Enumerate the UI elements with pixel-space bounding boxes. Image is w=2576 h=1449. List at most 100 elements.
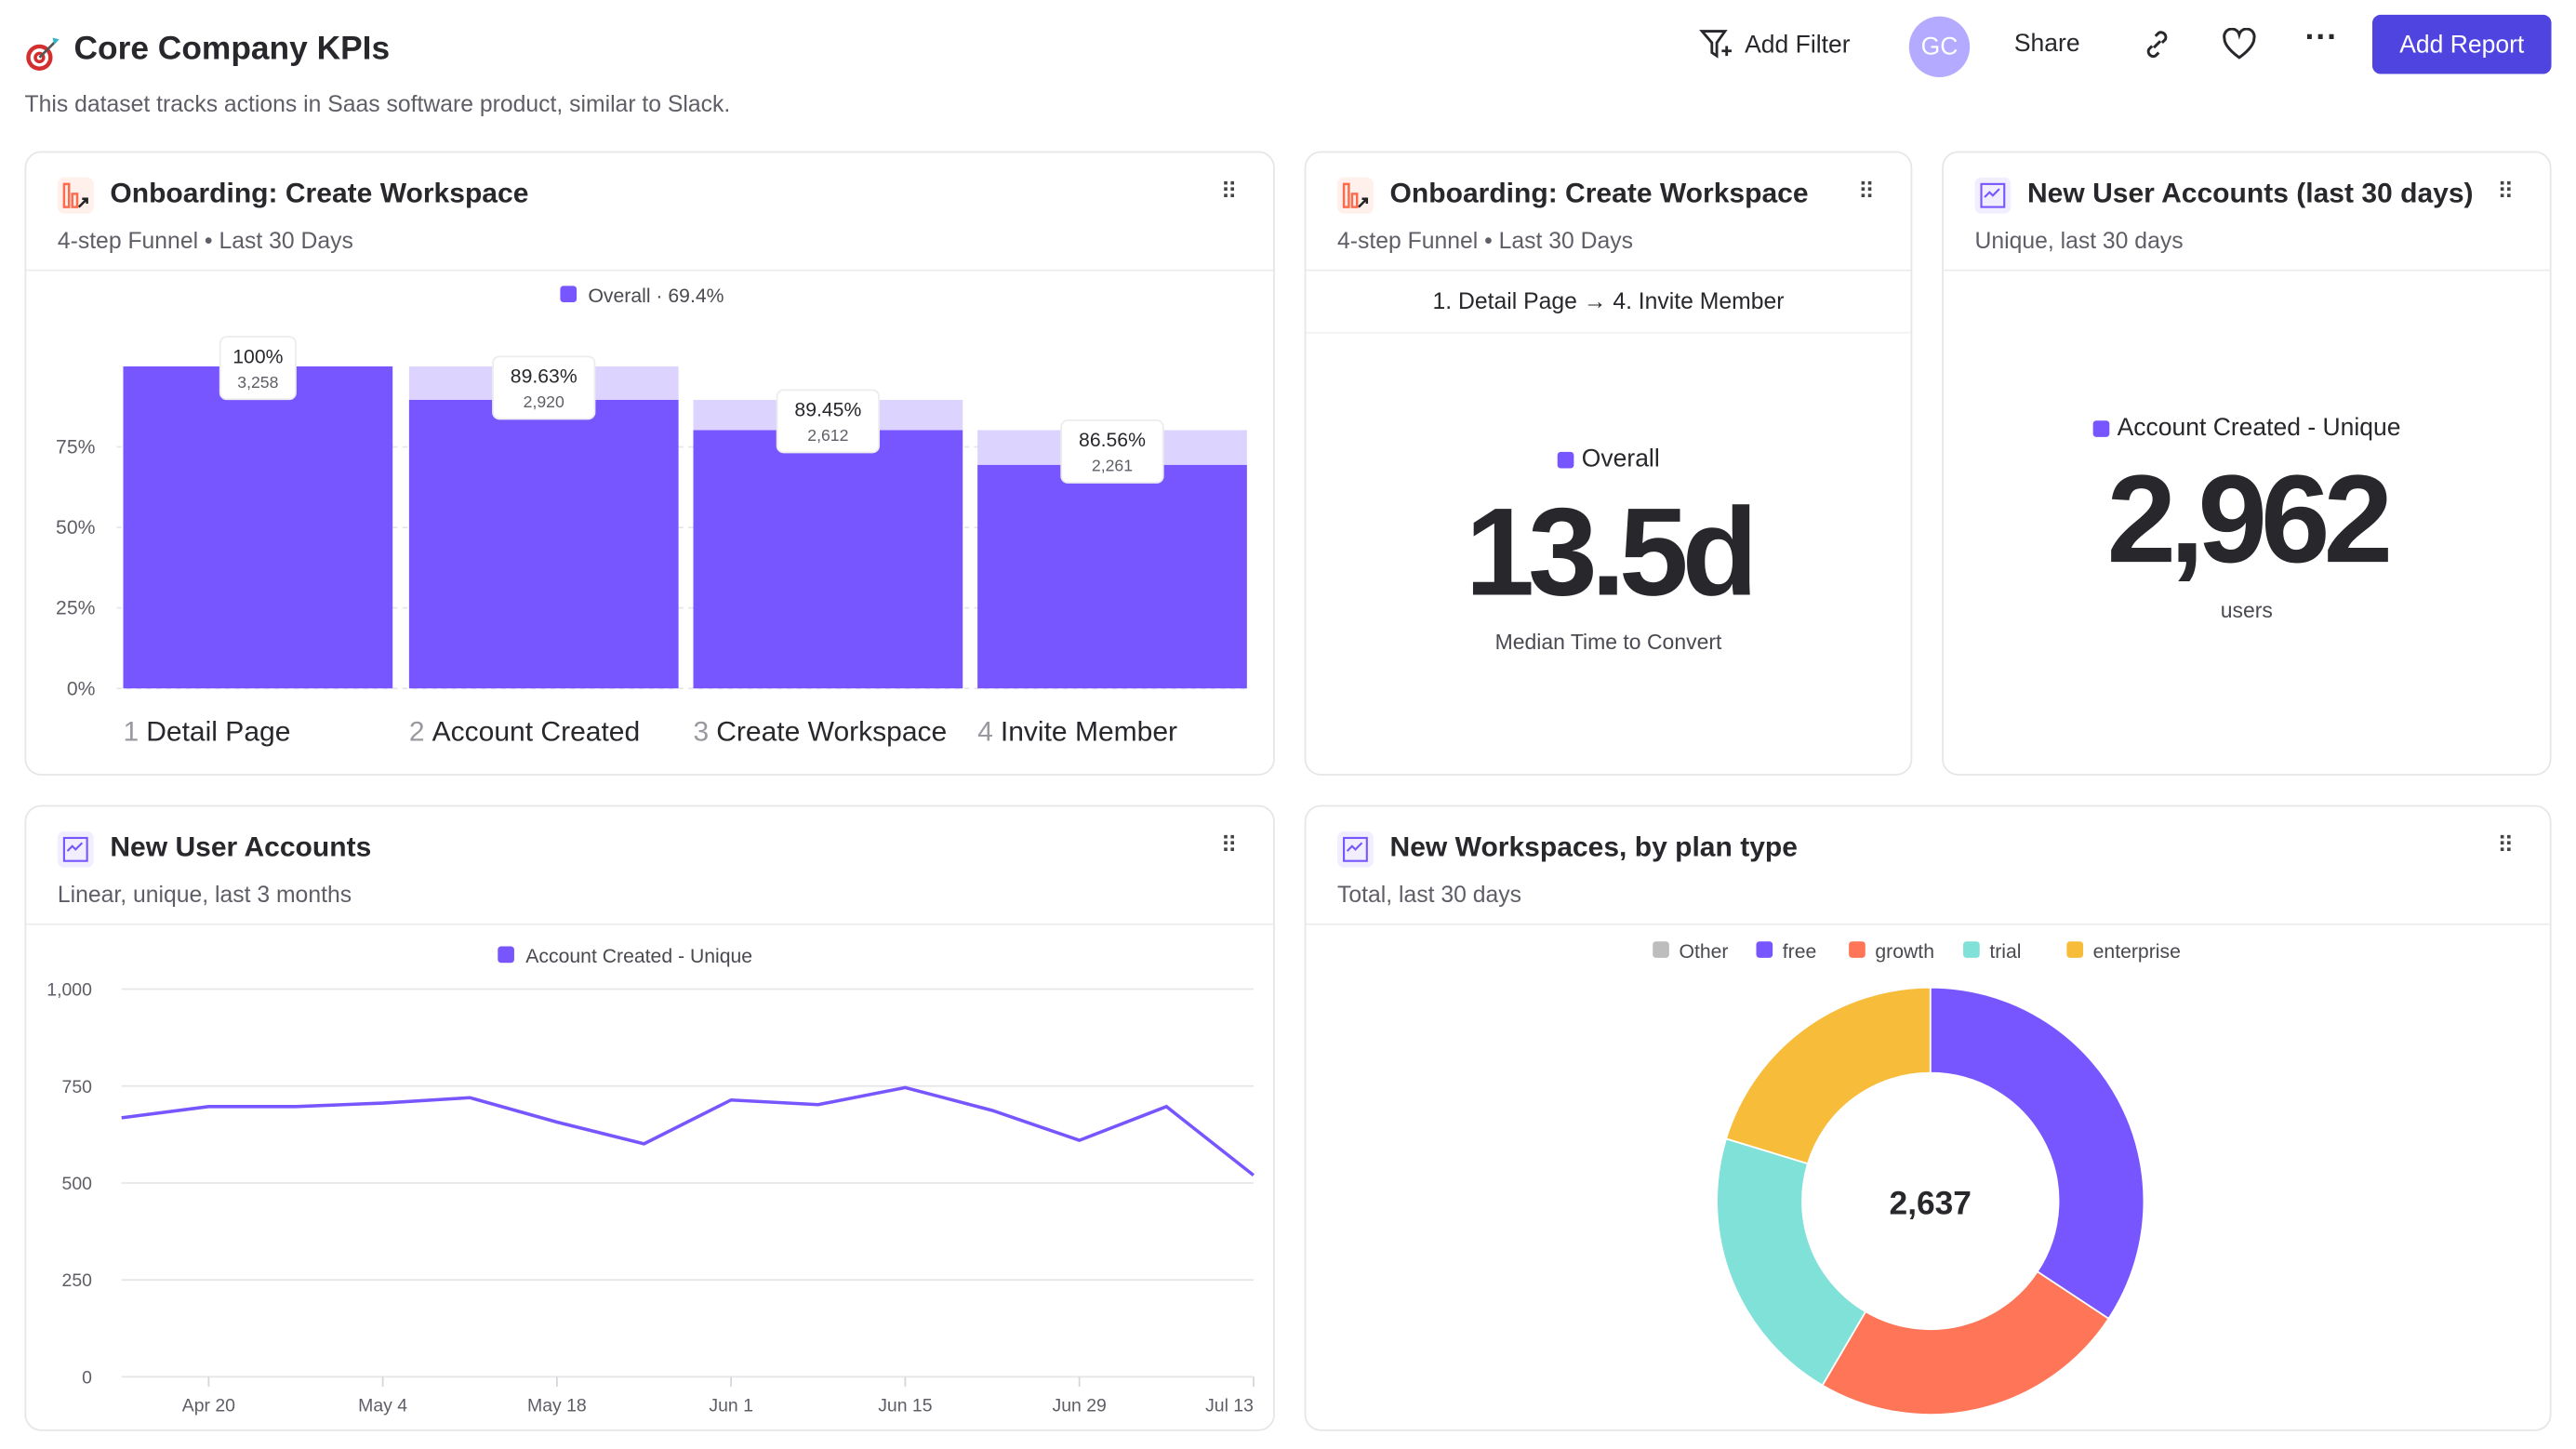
funnel-bar: [977, 464, 1247, 689]
step-label: Invite Member: [1001, 717, 1177, 748]
donut-total: 2,637: [1890, 1186, 1972, 1222]
step-label: Account Created: [432, 717, 641, 748]
drag-handle-icon[interactable]: ⠿: [1220, 831, 1238, 858]
line-chart: Account Created - Unique 0 250 500 750 1,000 A…: [46, 946, 1255, 1416]
conversion-percent: 86.56%: [1079, 430, 1146, 451]
filter-plus-icon: [1699, 30, 1732, 59]
conversion-percent: 89.45%: [794, 400, 861, 421]
legend-swatch: [1756, 941, 1773, 958]
y-tick-label: 0: [82, 1367, 92, 1388]
drag-handle-icon[interactable]: ⠿: [2497, 177, 2514, 205]
avatar[interactable]: GC: [1908, 16, 1971, 78]
legend-label: Overall · 69.4%: [588, 286, 724, 307]
funnel-report-icon: [1337, 177, 1374, 214]
dashboard-emoji-icon: [24, 36, 60, 81]
median-time-caption: Median Time to Convert: [1494, 629, 1722, 655]
conversion-percent: 89.63%: [511, 366, 578, 388]
y-tick-label: 500: [62, 1174, 93, 1194]
time-to-convert-card[interactable]: Onboarding: Create Workspace 4-step Funn…: [1304, 151, 1913, 776]
drag-handle-icon[interactable]: ⠿: [1858, 177, 1875, 205]
x-tick-label: Jun 29: [1052, 1396, 1106, 1416]
conversion-label-box: [219, 336, 297, 401]
donut-slice-enterprise: [1724, 986, 1932, 1165]
legend-swatch: [1849, 941, 1866, 958]
step-label: Create Workspace: [716, 717, 947, 748]
conversion-label-box: [1060, 419, 1164, 484]
median-time-value: 13.5d: [1465, 483, 1759, 623]
legend-swatch: [1963, 941, 1980, 958]
insights-report-icon: [57, 831, 94, 868]
y-tick-label: 25%: [56, 598, 96, 619]
legend-label: free: [1783, 941, 1817, 963]
legend-swatch: [2066, 941, 2084, 958]
x-tick-label: Jun 15: [878, 1396, 932, 1416]
y-tick-label: 250: [62, 1270, 93, 1291]
step-count: 3,258: [237, 373, 278, 392]
metric-value: 2,962: [2106, 450, 2393, 591]
conversion-label-box: [776, 389, 881, 454]
drag-handle-icon[interactable]: ⠿: [2497, 831, 2514, 858]
legend-swatch: [498, 946, 514, 964]
link-icon[interactable]: [2141, 28, 2173, 69]
x-tick-label: Apr 20: [182, 1396, 235, 1416]
y-tick-label: 50%: [56, 517, 96, 538]
add-filter-label: Add Filter: [1745, 30, 1851, 59]
new-user-accounts-metric-card[interactable]: New User Accounts (last 30 days) Unique,…: [1942, 151, 2552, 776]
insights-report-icon: [1974, 177, 2012, 214]
legend-swatch: [560, 286, 578, 303]
funnel-bar: [693, 430, 963, 689]
funnel-bar: [408, 399, 679, 689]
legend-label: trial: [1989, 941, 2021, 963]
card-title: New Workspaces, by plan type: [1389, 831, 1798, 863]
card-title: New User Accounts (last 30 days): [2026, 177, 2474, 209]
donut-slice-free: [1929, 986, 2145, 1321]
conversion-percent: 100%: [232, 346, 283, 367]
more-options-icon[interactable]: ···: [2304, 20, 2338, 57]
series-line: [121, 1085, 1255, 1177]
y-tick-label: 750: [62, 1077, 93, 1097]
card-title: Onboarding: Create Workspace: [1389, 177, 1809, 209]
step-number: 1: [123, 717, 139, 748]
dashboard-description: This dataset tracks actions in Saas soft…: [24, 90, 731, 117]
step-number: 4: [977, 717, 993, 748]
funnel-report-card[interactable]: Onboarding: Create Workspace 4-step Funn…: [24, 151, 1275, 776]
step-count: 2,920: [524, 392, 564, 411]
step-label: Detail Page: [146, 717, 290, 748]
card-subtitle: Linear, unique, last 3 months: [57, 880, 352, 908]
step-number: 2: [409, 717, 425, 748]
new-user-accounts-line-card[interactable]: New User Accounts Linear, unique, last 3…: [24, 804, 1275, 1431]
x-tick-label: May 4: [358, 1396, 407, 1416]
donut-chart: Other free growth trial enterprise 2,637: [1653, 941, 2181, 1416]
card-title: Onboarding: Create Workspace: [110, 177, 529, 209]
new-workspaces-donut-card[interactable]: New Workspaces, by plan type Total, last…: [1304, 804, 2552, 1431]
conversion-label-box: [492, 355, 596, 420]
donut-slice-growth: [1821, 1270, 2110, 1416]
metric-unit: users: [2220, 598, 2273, 623]
dashboard-title: Core Company KPIs: [73, 31, 391, 68]
legend-label: growth: [1875, 941, 1934, 963]
heart-icon[interactable]: [2221, 27, 2257, 69]
legend-label: Account Created - Unique: [525, 946, 752, 967]
add-report-button[interactable]: Add Report: [2371, 14, 2552, 74]
drag-handle-icon[interactable]: ⠿: [1220, 177, 1238, 205]
step-count: 2,261: [1092, 457, 1133, 475]
y-tick-label: 1,000: [46, 980, 92, 1001]
legend-swatch: [1653, 941, 1669, 958]
funnel-bar: [123, 366, 393, 689]
card-subtitle: Unique, last 30 days: [1974, 226, 2184, 254]
card-title: New User Accounts: [110, 831, 372, 863]
step-count: 2,612: [807, 426, 848, 445]
card-subtitle: 4-step Funnel • Last 30 Days: [57, 226, 353, 254]
share-button[interactable]: Share: [2013, 29, 2080, 58]
legend-overall: Overall: [1306, 445, 1910, 473]
step-number: 3: [694, 717, 710, 748]
card-subtitle: 4-step Funnel • Last 30 Days: [1337, 226, 1634, 254]
legend-label: enterprise: [2093, 941, 2181, 963]
card-subtitle: Total, last 30 days: [1337, 880, 1521, 908]
add-filter-button[interactable]: Add Filter: [1699, 26, 1851, 62]
y-tick-label: 75%: [56, 437, 96, 459]
metric-legend: Account Created - Unique: [1944, 414, 2550, 442]
legend-label: Other: [1679, 941, 1728, 963]
y-tick-label: 0%: [67, 678, 96, 699]
funnel-steps-label: 1. Detail Page → 4. Invite Member: [1306, 271, 1911, 334]
